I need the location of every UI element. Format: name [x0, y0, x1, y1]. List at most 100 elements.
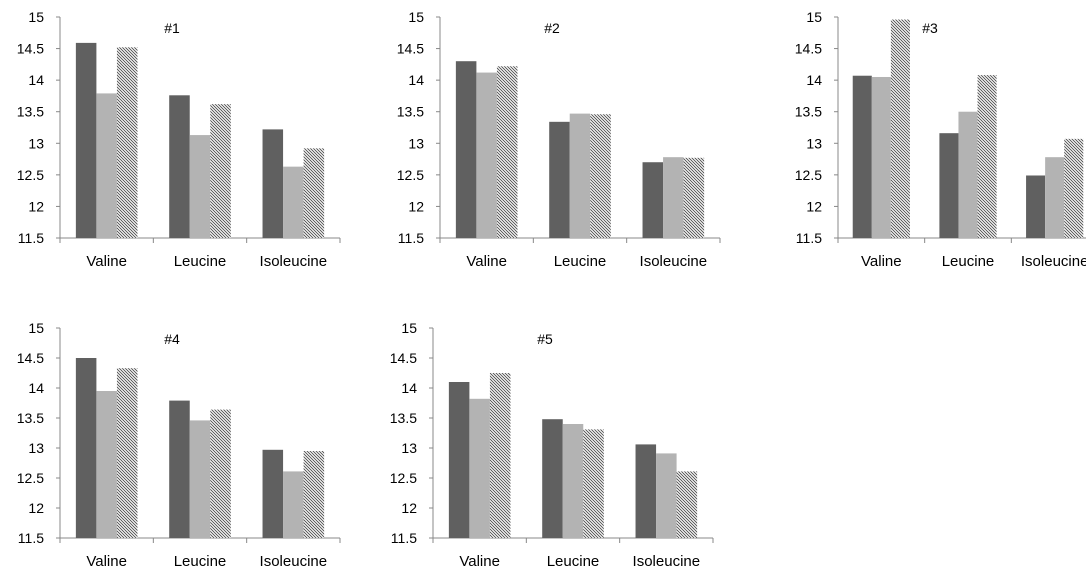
- y-tick-label: 13.5: [397, 104, 424, 120]
- y-tick-label: 12: [408, 198, 424, 214]
- bar-solid-light-isoleucine: [1045, 157, 1065, 238]
- bar-solid-dark-leucine: [939, 133, 959, 238]
- bar-diagonal-hatch-valine: [496, 66, 518, 238]
- bar-diagonal-hatch-valine: [116, 47, 138, 239]
- bar-solid-light-valine: [469, 398, 490, 538]
- y-tick-label: 12: [28, 198, 44, 214]
- bar-solid-light-valine: [96, 391, 117, 538]
- y-tick-label: 11.5: [391, 530, 417, 546]
- y-tick-label: 13: [408, 135, 424, 151]
- chart-title: #3: [922, 20, 938, 36]
- bar-solid-light-isoleucine: [663, 157, 684, 238]
- bar-solid-dark-valine: [852, 75, 872, 238]
- y-tick-label: 13.5: [390, 410, 417, 426]
- y-tick-label: 15: [28, 320, 44, 336]
- y-tick-label: 14: [408, 72, 424, 88]
- bar-solid-dark-isoleucine: [642, 162, 664, 238]
- bar-diagonal-hatch-valine: [890, 19, 910, 239]
- bar-diagonal-hatch-isoleucine: [1064, 138, 1084, 238]
- bar-diagonal-hatch-valine: [116, 368, 138, 538]
- bar-solid-light-isoleucine: [283, 166, 304, 238]
- y-tick-label: 14: [28, 72, 44, 88]
- bar-solid-dark-isoleucine: [635, 444, 657, 538]
- y-tick-label: 14.5: [795, 41, 822, 57]
- y-tick-label: 13.5: [17, 104, 44, 120]
- y-tick-label: 13.5: [17, 410, 44, 426]
- bar-solid-light-leucine: [569, 113, 591, 238]
- y-tick-label: 14: [28, 380, 44, 396]
- chart-panel-1: 15 14.5 14 13.5 13 12.5 12 11.5 Valine Leucine Iso…: [17, 9, 341, 270]
- bar-solid-light-leucine: [189, 135, 211, 238]
- x-tick-label: Valine: [86, 253, 127, 270]
- bar-solid-dark-leucine: [549, 121, 570, 238]
- y-tick-label: 13: [28, 135, 44, 151]
- y-tick-label: 12.5: [390, 470, 417, 486]
- y-tick-label: 13: [806, 135, 822, 151]
- y-tick-label: 11.5: [796, 230, 822, 246]
- bar-diagonal-hatch-valine: [489, 373, 511, 538]
- x-tick-label: Leucine: [174, 253, 227, 270]
- y-tick-label: 15: [408, 9, 424, 25]
- y-tick-label: 12: [28, 500, 44, 516]
- bar-solid-dark-isoleucine: [1026, 175, 1046, 238]
- y-tick-label: 12.5: [17, 167, 44, 183]
- x-tick-label: Isoleucine: [640, 253, 708, 270]
- bar-diagonal-hatch-leucine: [210, 104, 231, 238]
- chart-panel-3: 15 14.5 14 13.5 13 12.5 12 11.5 Valine Leucine Iso…: [795, 9, 1086, 270]
- y-tick-label: 15: [401, 320, 417, 336]
- bar-solid-light-valine: [96, 93, 117, 238]
- y-tick-label: 12: [806, 198, 822, 214]
- y-tick-label: 11.5: [18, 230, 44, 246]
- y-tick-label: 14.5: [397, 41, 424, 57]
- bar-solid-dark-leucine: [542, 419, 563, 538]
- bar-solid-dark-valine: [448, 382, 470, 538]
- chart-panel-2: 15 14.5 14 13.5 13 12.5 12 11.5 Valine Leucine Iso…: [397, 9, 721, 270]
- x-tick-label: Isoleucine: [260, 253, 328, 270]
- x-tick-label: Leucine: [554, 253, 607, 270]
- y-tick-label: 15: [28, 9, 44, 25]
- bar-diagonal-hatch-isoleucine: [676, 471, 698, 538]
- y-tick-label: 12.5: [795, 167, 822, 183]
- y-tick-label: 11.5: [18, 530, 44, 546]
- bar-solid-dark-leucine: [169, 95, 190, 238]
- x-tick-label: Valine: [459, 553, 500, 568]
- bar-solid-dark-isoleucine: [262, 129, 284, 238]
- y-tick-label: 12.5: [397, 167, 424, 183]
- x-tick-label: Isoleucine: [1021, 253, 1086, 270]
- chart-title: #2: [544, 20, 560, 36]
- y-tick-label: 13: [401, 440, 417, 456]
- bar-diagonal-hatch-leucine: [977, 75, 997, 238]
- x-tick-label: Valine: [861, 253, 902, 270]
- y-tick-label: 12.5: [17, 470, 44, 486]
- y-tick-label: 14: [401, 380, 417, 396]
- bar-solid-light-isoleucine: [656, 453, 677, 538]
- bar-solid-dark-valine: [75, 42, 97, 238]
- x-tick-label: Isoleucine: [260, 553, 328, 568]
- chart-title: #4: [164, 331, 180, 347]
- bar-solid-dark-valine: [455, 61, 477, 239]
- bar-diagonal-hatch-leucine: [590, 114, 611, 238]
- bar-diagonal-hatch-isoleucine: [303, 148, 325, 238]
- bar-diagonal-hatch-leucine: [583, 429, 604, 538]
- bar-solid-dark-leucine: [169, 400, 190, 538]
- bar-diagonal-hatch-isoleucine: [303, 451, 325, 538]
- y-tick-label: 11.5: [398, 230, 424, 246]
- x-tick-label: Leucine: [942, 253, 995, 270]
- y-tick-label: 14.5: [390, 350, 417, 366]
- y-tick-label: 12: [401, 500, 417, 516]
- x-tick-label: Valine: [466, 253, 507, 270]
- bar-solid-dark-isoleucine: [262, 449, 284, 538]
- x-tick-label: Leucine: [174, 553, 227, 568]
- y-tick-label: 14: [806, 72, 822, 88]
- chart-title: #5: [537, 331, 553, 347]
- bar-solid-light-leucine: [958, 111, 978, 238]
- y-tick-label: 14.5: [17, 350, 44, 366]
- x-tick-label: Isoleucine: [633, 553, 701, 568]
- y-tick-label: 15: [806, 9, 822, 25]
- y-tick-label: 13: [28, 440, 44, 456]
- bar-solid-light-isoleucine: [283, 471, 304, 538]
- chart-panel-5: 15 14.5 14 13.5 13 12.5 12 11.5 Valine Leucine Iso…: [390, 320, 714, 568]
- bar-solid-light-leucine: [562, 424, 584, 538]
- y-tick-label: 13.5: [795, 104, 822, 120]
